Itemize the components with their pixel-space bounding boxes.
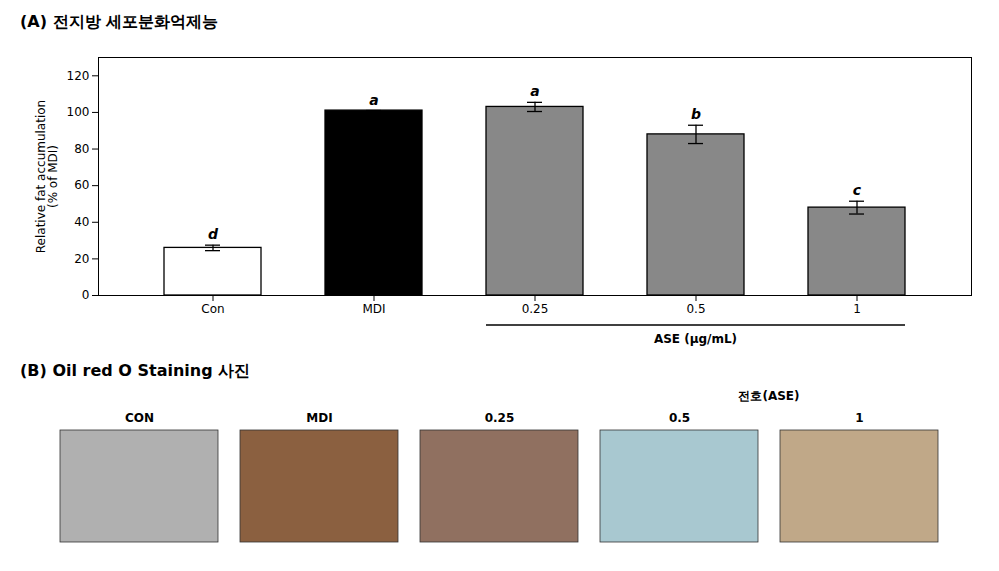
svg-text:100: 100 [67, 105, 90, 119]
html-text:(B) Oil red O Staining 사진: (B) Oil red O Staining 사진 [20, 361, 251, 380]
svg-text:20: 20 [74, 252, 89, 266]
svg-text:1: 1 [855, 411, 863, 425]
svg-text:CON: CON [125, 411, 154, 425]
svg-text:MDI: MDI [362, 302, 385, 316]
svg-text:0.25: 0.25 [485, 411, 515, 425]
svg-text:Relative fat accumulation(% of: Relative fat accumulation(% of MDI) [34, 100, 60, 253]
svg-text:a: a [369, 92, 378, 108]
svg-text:0.5: 0.5 [686, 302, 705, 316]
svg-text:0: 0 [82, 288, 90, 302]
svg-text:1: 1 [853, 302, 861, 316]
svg-text:60: 60 [74, 178, 89, 192]
svg-text:120: 120 [67, 69, 90, 83]
svg-text:0.25: 0.25 [522, 302, 549, 316]
svg-text:80: 80 [74, 142, 89, 156]
svg-text:d: d [208, 226, 219, 242]
svg-text:0.5: 0.5 [669, 411, 690, 425]
svg-text:ASE (μg/mL): ASE (μg/mL) [654, 332, 737, 346]
svg-text:b: b [691, 106, 701, 122]
svg-text:MDI: MDI [306, 411, 332, 425]
svg-text:c: c [853, 182, 862, 198]
svg-text:40: 40 [74, 215, 89, 229]
svg-text:a: a [530, 83, 539, 99]
svg-text:Con: Con [201, 302, 224, 316]
html-text:(A) 전지방 세포분화억제능: (A) 전지방 세포분화억제능 [20, 12, 219, 31]
svg-text:전호(ASE): 전호(ASE) [738, 389, 799, 403]
